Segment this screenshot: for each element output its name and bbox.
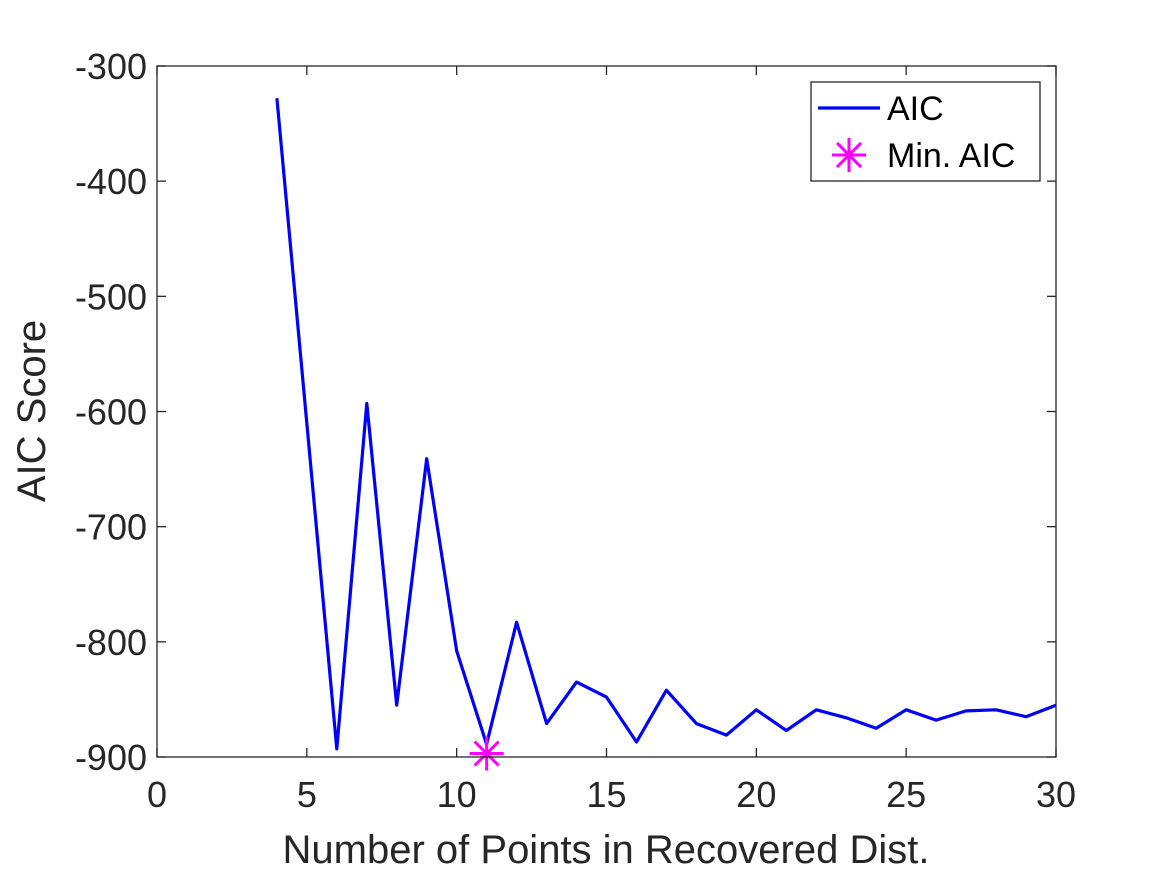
x-tick-label: 30 bbox=[1036, 774, 1076, 815]
legend-asterisk bbox=[832, 138, 866, 172]
series-group bbox=[275, 98, 1057, 771]
y-tick-label: -700 bbox=[75, 507, 147, 548]
y-tick-label: -500 bbox=[75, 276, 147, 317]
plot-border bbox=[156, 65, 1057, 758]
y-tick-label: -900 bbox=[75, 737, 147, 778]
y-tick-label: -600 bbox=[75, 392, 147, 433]
x-axis-label: Number of Points in Recovered Dist. bbox=[283, 828, 930, 872]
x-tick-label: 20 bbox=[736, 774, 776, 815]
x-tick-label: 15 bbox=[586, 774, 626, 815]
legend-marker-min-aic bbox=[832, 138, 866, 172]
x-tick-label: 0 bbox=[147, 774, 167, 815]
x-tick-label: 5 bbox=[297, 774, 317, 815]
x-tick-label: 25 bbox=[886, 774, 926, 815]
series-line-aic bbox=[275, 98, 1057, 751]
min-aic-marker bbox=[469, 736, 504, 771]
y-tick-label: -800 bbox=[75, 622, 147, 663]
y-tick-label: -400 bbox=[75, 161, 147, 202]
asterisk-stroke bbox=[473, 740, 500, 767]
legend: AIC Min. AIC bbox=[810, 81, 1041, 182]
x-tick-label: 10 bbox=[437, 774, 477, 815]
legend-label-min-aic: Min. AIC bbox=[887, 137, 1015, 175]
y-tick-label: -300 bbox=[75, 46, 147, 87]
y-axis-label: AIC Score bbox=[10, 320, 54, 502]
legend-label-aic: AIC bbox=[887, 90, 944, 128]
asterisk-stroke bbox=[835, 141, 863, 169]
tick-labels: 0 5 10 15 20 25 30 -300 -400 -500 -600 -700 -800 -900 bbox=[75, 46, 1076, 815]
